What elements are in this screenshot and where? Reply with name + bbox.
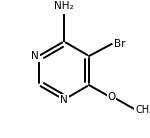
Text: N: N	[60, 95, 68, 105]
Text: O: O	[107, 92, 116, 102]
Text: CH₃: CH₃	[135, 105, 150, 115]
Text: NH₂: NH₂	[54, 1, 74, 11]
Text: N: N	[31, 51, 39, 61]
Text: Br: Br	[114, 39, 126, 49]
